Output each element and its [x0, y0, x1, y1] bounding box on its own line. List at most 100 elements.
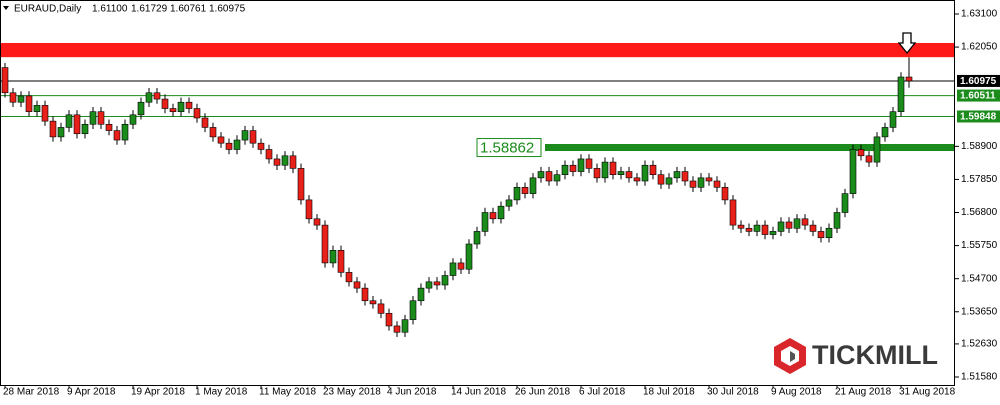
- candle-body: [809, 224, 817, 232]
- resistance-label: 1.58862: [480, 140, 534, 157]
- candle-body: [617, 171, 625, 175]
- candle-body: [569, 164, 577, 172]
- x-tick-label: 4 Jun 2018: [387, 387, 437, 398]
- logo: TICKMILL: [774, 338, 938, 374]
- candle-body: [545, 171, 553, 182]
- candle-body: [129, 114, 137, 125]
- candle-body: [705, 177, 713, 182]
- candle-body: [17, 95, 25, 103]
- y-tick-label: 1.52630: [961, 339, 998, 350]
- candle-body: [665, 177, 673, 185]
- candle-body: [289, 155, 297, 169]
- candle-body: [361, 287, 369, 302]
- candle-body: [505, 199, 513, 207]
- candle-body: [321, 224, 329, 264]
- plot-frame: [0, 0, 955, 386]
- candle-body: [153, 92, 161, 100]
- candle-body: [353, 281, 361, 289]
- candle-body: [537, 171, 545, 179]
- candle-body: [137, 101, 145, 116]
- x-tick-label: 30 Jul 2018: [707, 387, 759, 398]
- header-high: 1.61729: [131, 4, 168, 15]
- x-tick-label: 28 Mar 2018: [3, 387, 60, 398]
- candle-body: [113, 130, 121, 141]
- candle-body: [521, 187, 529, 194]
- x-tick-label: 21 Aug 2018: [835, 387, 892, 398]
- candle-body: [825, 227, 833, 239]
- header-open: 1.61100: [92, 4, 128, 15]
- candle-body: [489, 212, 497, 220]
- price-box: [957, 89, 1000, 102]
- y-tick-label: 1.58900: [961, 141, 998, 152]
- y-tick-label: 1.54700: [961, 273, 998, 284]
- candle-body: [49, 120, 57, 138]
- candle-body: [369, 300, 377, 305]
- candle-body: [449, 262, 457, 276]
- candle-body: [625, 171, 633, 179]
- candle-body: [713, 180, 721, 188]
- candle-body: [1, 67, 9, 94]
- x-tick-label: 9 Aug 2018: [771, 387, 822, 398]
- price-box: [957, 110, 1000, 123]
- candle-body: [769, 231, 777, 235]
- candle-body: [297, 168, 305, 201]
- candle-body: [905, 76, 913, 82]
- candle-body: [9, 92, 17, 103]
- y-tick-label: 1.53650: [961, 306, 998, 317]
- candle-body: [145, 92, 153, 103]
- candle-body: [497, 205, 505, 220]
- candle-body: [41, 105, 49, 122]
- candle-body: [793, 218, 801, 229]
- header-close: 1.60975: [209, 4, 246, 15]
- candle-body: [217, 136, 225, 144]
- candle-body: [73, 114, 81, 135]
- x-tick-label: 6 Jul 2018: [579, 387, 626, 398]
- candle-body: [753, 224, 761, 232]
- candle-body: [481, 212, 489, 232]
- candle-body: [409, 300, 417, 320]
- resistance-zone: [1, 42, 955, 58]
- candle-body: [881, 127, 889, 138]
- candle-body: [417, 287, 425, 302]
- candle-body: [857, 149, 865, 157]
- candle-body: [865, 155, 873, 163]
- candle-body: [817, 231, 825, 239]
- chart-title: EURAUD,Daily: [14, 4, 81, 15]
- candle-body: [585, 158, 593, 169]
- candle-body: [593, 168, 601, 179]
- x-tick-label: 11 May 2018: [259, 387, 317, 398]
- candle-body: [225, 142, 233, 150]
- candle-body: [529, 177, 537, 194]
- candle-body: [273, 158, 281, 166]
- candle-body: [305, 199, 313, 220]
- x-tick-label: 26 Jun 2018: [515, 387, 570, 398]
- candle-body: [833, 212, 841, 229]
- y-tick-label: 1.62050: [961, 42, 998, 53]
- candle-body: [681, 171, 689, 182]
- candle-body: [873, 136, 881, 163]
- arrow-annotation: [897, 32, 917, 55]
- y-tick-label: 1.51580: [961, 372, 998, 383]
- candle-body: [649, 164, 657, 175]
- y-tick-label: 1.56800: [961, 207, 998, 218]
- candle-body: [777, 221, 785, 232]
- candle-body: [105, 123, 113, 131]
- candle-body: [177, 101, 185, 112]
- candle-body: [465, 243, 473, 270]
- candle-body: [97, 111, 105, 125]
- candle-body: [337, 250, 345, 273]
- x-tick-label: 9 Apr 2018: [67, 387, 116, 398]
- candle-body: [673, 171, 681, 179]
- candle-body: [577, 158, 585, 172]
- candle-body: [553, 174, 561, 182]
- candle-body: [385, 313, 393, 327]
- candle-body: [745, 227, 753, 232]
- candle-body: [761, 224, 769, 235]
- candle-body: [169, 108, 177, 112]
- watermark: TICKMILL: [812, 340, 938, 370]
- y-tick-label: 1.63100: [961, 9, 998, 20]
- candle-body: [457, 262, 465, 270]
- header-low: 1.60761: [170, 4, 207, 15]
- candle-body: [849, 149, 857, 194]
- logo-mark-core: [790, 351, 795, 362]
